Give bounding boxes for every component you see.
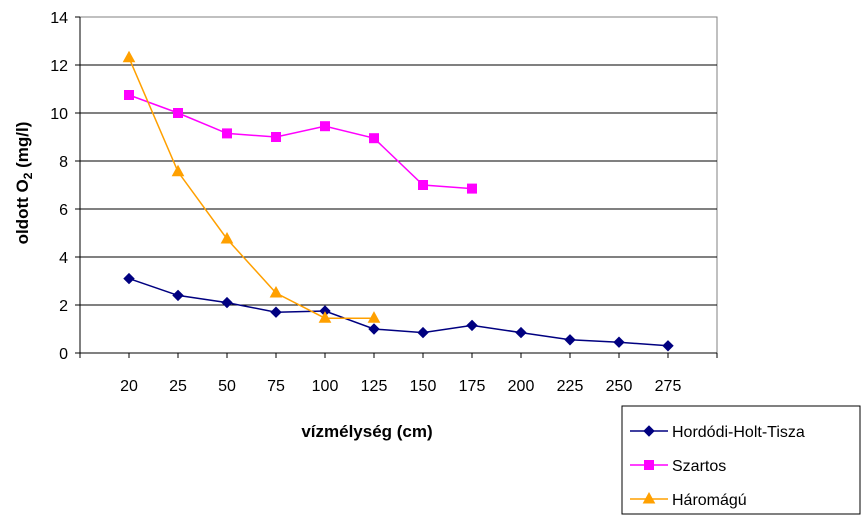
x-tick-labels: 20 25 50 75 100 125 150 175 200 225 250 275 (120, 378, 681, 395)
data-point (418, 180, 428, 190)
legend-box (621, 405, 861, 515)
legend-label: Hordódi-Holt-Tisza (672, 424, 805, 441)
gridlines (79, 16, 718, 354)
x-tick-label: 175 (459, 378, 486, 395)
data-point (173, 108, 183, 118)
data-point (270, 306, 282, 318)
data-point (123, 272, 135, 285)
x-tick-label: 200 (508, 378, 535, 395)
legend-label: Szartos (672, 458, 726, 475)
x-tick-label: 275 (655, 378, 682, 395)
x-tick-label: 225 (557, 378, 584, 395)
series-group (122, 50, 674, 352)
y-tick-label: 0 (59, 346, 68, 363)
x-tick-label: 20 (120, 378, 138, 395)
x-tick-label: 150 (410, 378, 437, 395)
data-point (220, 231, 234, 244)
legend-marker (644, 460, 654, 470)
series-2 (122, 50, 381, 323)
data-point (318, 311, 332, 323)
data-point (367, 311, 381, 323)
legend-marker (642, 491, 656, 504)
data-point (172, 289, 184, 302)
data-point (466, 319, 478, 332)
data-point (467, 183, 477, 194)
series-1 (124, 90, 477, 194)
series-line (128, 277, 669, 347)
x-tick-label: 50 (218, 378, 236, 395)
series-0 (123, 272, 674, 352)
x-tick-label: 75 (267, 378, 285, 395)
legend-label: Háromágú (672, 492, 747, 509)
y-tick-label: 4 (59, 250, 68, 267)
data-point (221, 296, 233, 309)
data-point (369, 133, 379, 144)
data-point (171, 164, 185, 177)
plot-area-border (79, 16, 718, 354)
y-tick-label: 12 (50, 58, 68, 75)
legend-marker (643, 425, 655, 437)
y-axis-title: oldott O2 (mg/l) (13, 122, 35, 245)
data-point (417, 326, 429, 339)
x-tick-label: 100 (312, 378, 339, 395)
data-point (320, 121, 330, 132)
data-point (269, 285, 283, 298)
series-line (128, 94, 473, 190)
y-tick-label: 8 (59, 154, 68, 171)
data-point (222, 128, 232, 139)
y-tick-labels: 0 2 4 6 8 10 12 14 (50, 10, 68, 363)
series-line (128, 57, 374, 319)
y-tick-label: 14 (50, 10, 68, 27)
axes (75, 16, 718, 358)
data-point (515, 326, 527, 339)
data-point (564, 334, 576, 346)
x-tick-label: 250 (606, 378, 633, 395)
data-point (124, 90, 134, 100)
data-point (368, 323, 380, 335)
x-tick-label: 125 (361, 378, 388, 395)
x-axis-title: vízmélység (cm) (301, 422, 432, 441)
y-tick-label: 6 (59, 202, 68, 219)
data-point (662, 340, 674, 352)
data-point (271, 132, 281, 142)
data-point (613, 336, 625, 348)
legend: Hordódi-Holt-Tisza Szartos Háromágú (621, 405, 861, 515)
y-tick-label: 2 (59, 298, 68, 315)
x-tick-label: 25 (169, 378, 187, 395)
data-point (122, 50, 136, 63)
y-tick-label: 10 (50, 106, 68, 123)
